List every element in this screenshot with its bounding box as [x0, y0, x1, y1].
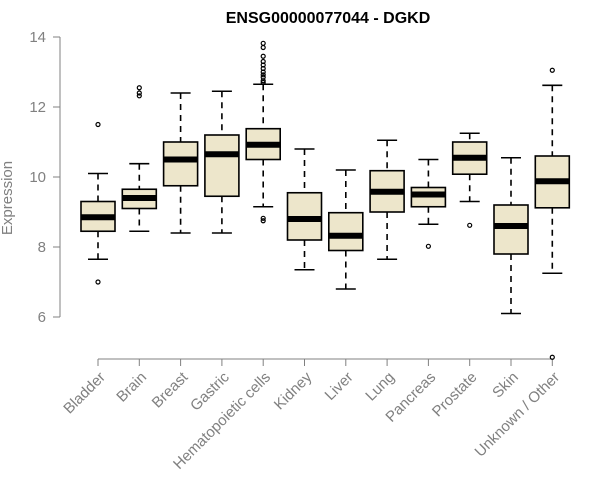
y-tick-label: 6 — [38, 309, 46, 326]
outlier-point — [260, 40, 266, 46]
y-tick-label: 14 — [29, 29, 46, 46]
y-tick-label: 12 — [29, 99, 46, 116]
iqr-box — [204, 134, 240, 198]
box-pancreas — [410, 158, 447, 249]
x-tick-label: Bladder — [60, 369, 109, 418]
outlier-point — [549, 354, 555, 360]
box-gastric — [204, 90, 240, 234]
iqr-box — [493, 204, 529, 255]
outlier-point — [95, 279, 101, 285]
outlier-point — [467, 222, 473, 228]
box-hematopoietic-cells — [245, 40, 281, 224]
y-tick-label: 8 — [38, 239, 46, 256]
box-brain — [121, 85, 158, 233]
outlier-point — [260, 78, 266, 84]
outlier-point — [549, 67, 555, 73]
outlier-point — [136, 90, 142, 96]
y-axis: 6 8 10 12 14 — [29, 29, 61, 326]
outlier-point — [260, 44, 266, 51]
box-liver — [327, 169, 364, 290]
x-tick-label: Prostate — [429, 369, 481, 421]
outlier-point — [425, 243, 431, 249]
outlier-point — [95, 121, 101, 128]
iqr-box — [162, 141, 199, 187]
box-lung — [369, 139, 405, 261]
outlier-point — [260, 69, 266, 75]
box-prostate — [451, 132, 488, 228]
box-breast — [162, 92, 199, 234]
outlier-point — [260, 218, 266, 224]
x-tick-label: Skin — [489, 369, 522, 402]
outlier-point — [136, 93, 142, 99]
outlier-point — [260, 215, 266, 221]
outlier-point — [136, 85, 142, 91]
outlier-point — [260, 72, 266, 78]
x-tick-label: Lung — [362, 369, 398, 405]
box-skin — [493, 156, 529, 315]
chart-title: ENSG00000077044 - DGKD — [226, 10, 431, 27]
box-unknown-other — [534, 67, 571, 360]
x-tick-label: Liver — [322, 369, 357, 404]
y-axis-label: Expression — [0, 161, 16, 235]
iqr-box — [327, 211, 364, 252]
box-kidney — [286, 148, 323, 271]
y-tick-label: 10 — [29, 169, 46, 186]
x-tick-label: Breast — [149, 368, 192, 411]
x-tick-label: Brain — [113, 369, 150, 406]
outlier-point — [260, 79, 266, 86]
outlier-point — [260, 53, 266, 59]
x-tick-label: Kidney — [271, 368, 316, 413]
boxes-layer — [80, 40, 571, 360]
box-bladder — [80, 121, 116, 285]
